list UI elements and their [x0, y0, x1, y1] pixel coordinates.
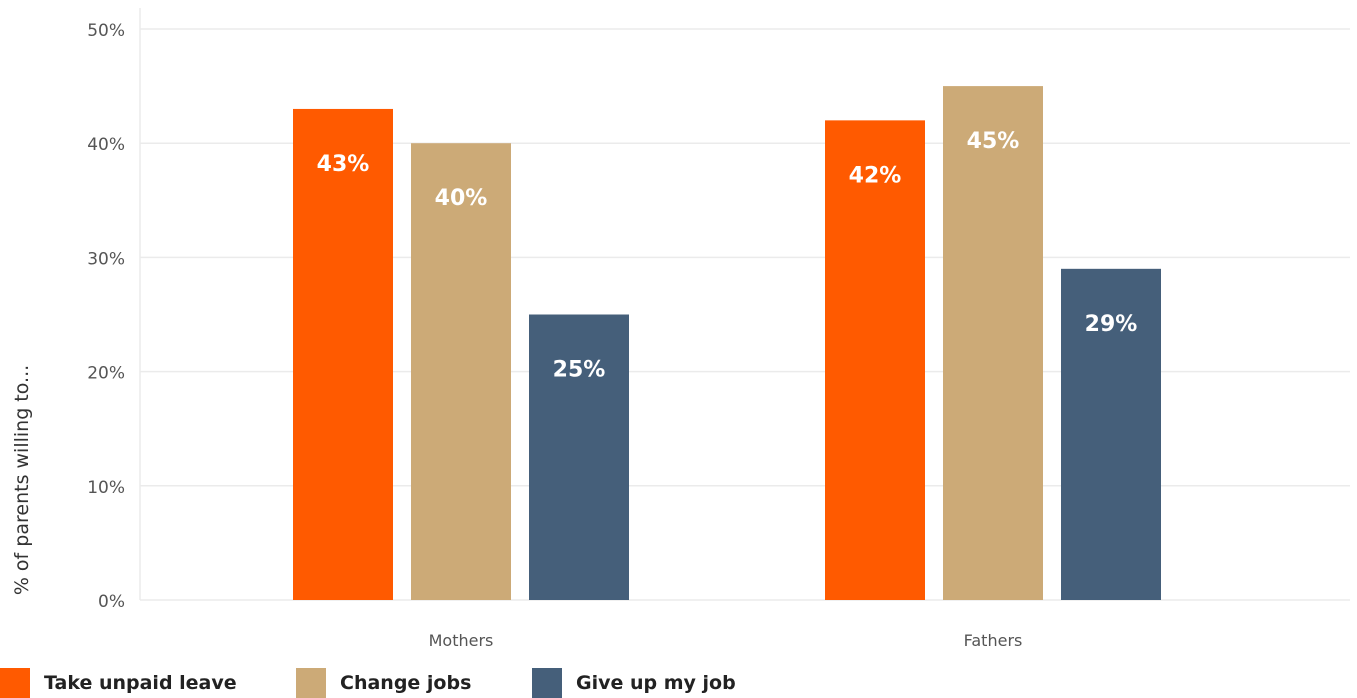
data-label: 42% — [849, 163, 902, 188]
legend-label: Take unpaid leave — [44, 672, 237, 694]
legend-label: Change jobs — [340, 672, 472, 694]
bar-fathers-series-2 — [1061, 268, 1161, 600]
y-tick-label: 10% — [87, 478, 125, 498]
legend-item-give-up-my-job: Give up my job — [532, 668, 736, 698]
y-tick-label: 40% — [87, 135, 125, 155]
legend-swatch — [532, 668, 562, 698]
bar-fathers-series-1 — [943, 86, 1043, 601]
data-label: 25% — [553, 358, 606, 383]
bar-fathers-series-0 — [825, 120, 925, 601]
bar-chart: 0% 10% 20% 30% 40% 50% % of parents willing t… — [11, 8, 1350, 650]
bar-mothers-series-2 — [529, 314, 629, 600]
x-axis-ticks: Mothers Fathers — [429, 631, 1023, 650]
bar-mothers-series-0 — [293, 108, 393, 600]
legend-item-change-jobs: Change jobs — [296, 668, 471, 698]
x-tick-label: Fathers — [964, 631, 1023, 650]
legend-label: Give up my job — [576, 672, 736, 694]
data-label: 29% — [1085, 312, 1138, 337]
data-label: 40% — [435, 186, 488, 211]
y-tick-label: 20% — [87, 364, 125, 384]
data-label: 43% — [317, 152, 370, 177]
legend-swatch — [0, 668, 30, 698]
y-tick-label: 50% — [87, 21, 125, 41]
bar-mothers-series-1 — [411, 143, 511, 600]
x-tick-label: Mothers — [429, 631, 494, 650]
y-tick-label: 0% — [98, 592, 125, 612]
legend-item-take-unpaid-leave: Take unpaid leave — [0, 668, 237, 698]
y-axis-label: % of parents willing to... — [11, 365, 33, 595]
data-label: 45% — [967, 129, 1020, 154]
bars: 43% 40% 25% 42% 45% 29% — [293, 86, 1161, 601]
y-axis-ticks: 0% 10% 20% 30% 40% 50% — [87, 21, 125, 612]
y-tick-label: 30% — [87, 249, 125, 269]
legend-swatch — [296, 668, 326, 698]
legend: Take unpaid leave Change jobs Give up my… — [0, 668, 1357, 698]
